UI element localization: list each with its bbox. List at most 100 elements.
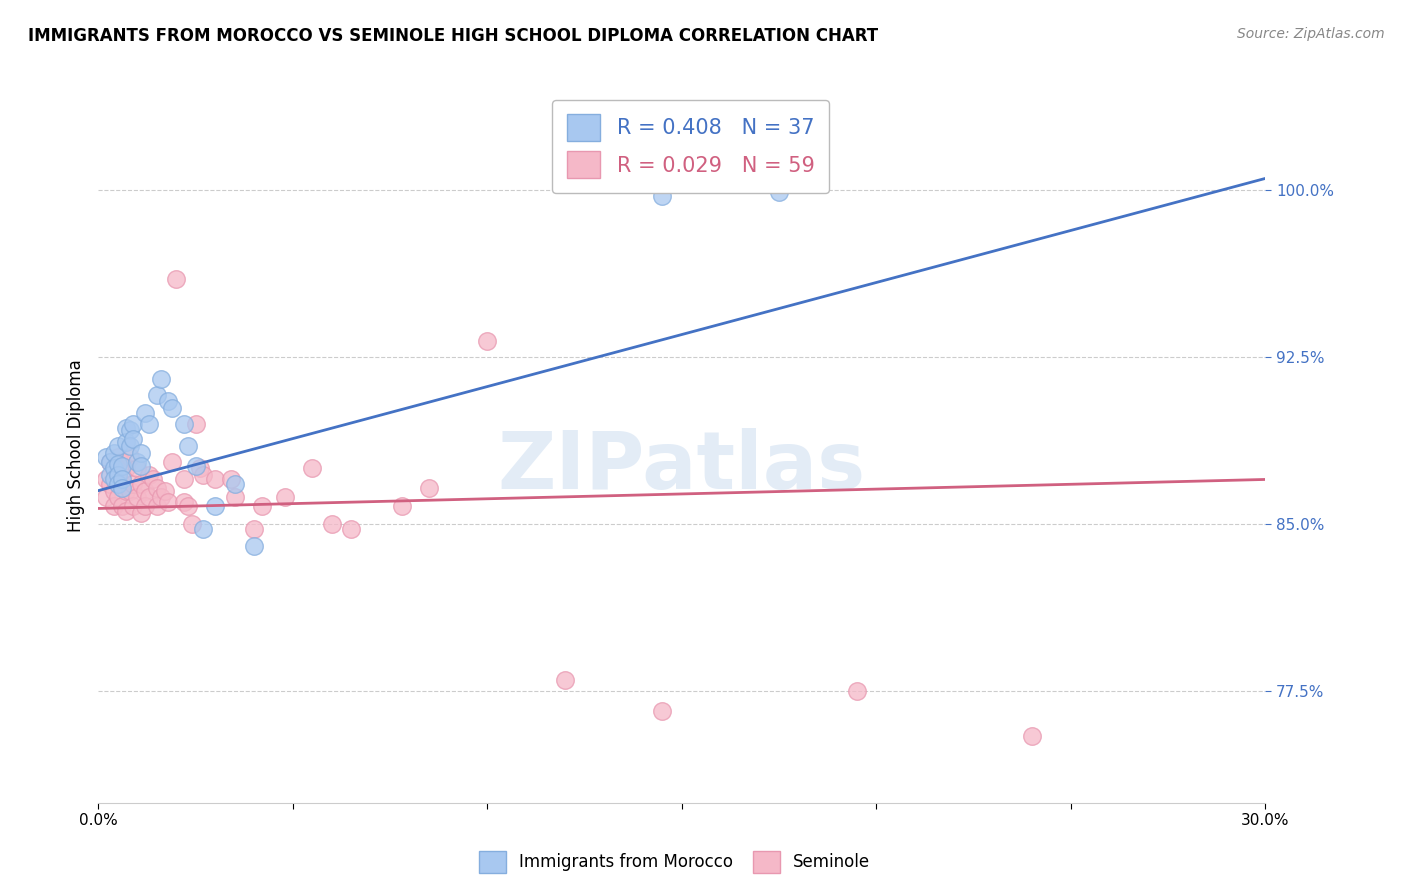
Point — [127, 490, 149, 504]
Point — [96, 450, 118, 465]
Point — [477, 334, 499, 348]
Point — [173, 494, 195, 508]
Point — [107, 477, 129, 491]
Point — [111, 473, 134, 487]
Point — [118, 439, 141, 453]
Point — [1021, 729, 1043, 743]
Point — [651, 705, 673, 719]
Point — [103, 483, 125, 498]
Point — [184, 458, 207, 473]
Point — [96, 473, 118, 487]
Point — [107, 467, 129, 482]
Point — [149, 372, 172, 386]
Point — [114, 483, 136, 498]
Point — [129, 506, 152, 520]
Point — [118, 450, 141, 465]
Point — [768, 185, 790, 199]
Point — [111, 458, 134, 473]
Point — [193, 467, 215, 482]
Point — [114, 421, 136, 435]
Point — [138, 490, 160, 504]
Point — [114, 503, 136, 517]
Point — [127, 454, 149, 468]
Point — [103, 461, 125, 475]
Point — [340, 521, 363, 535]
Point — [177, 439, 200, 453]
Point — [111, 482, 134, 496]
Point — [173, 417, 195, 431]
Text: Source: ZipAtlas.com: Source: ZipAtlas.com — [1237, 27, 1385, 41]
Point — [301, 461, 323, 475]
Point — [103, 500, 125, 514]
Point — [114, 434, 136, 449]
Point — [111, 477, 134, 491]
Point — [157, 494, 180, 508]
Point — [122, 500, 145, 514]
Point — [103, 446, 125, 460]
Point — [173, 473, 195, 487]
Point — [204, 473, 226, 487]
Text: ZIPatlas: ZIPatlas — [498, 428, 866, 507]
Point — [138, 467, 160, 482]
Point — [846, 684, 869, 698]
Point — [554, 673, 576, 688]
Point — [418, 482, 440, 496]
Point — [98, 454, 121, 468]
Text: IMMIGRANTS FROM MOROCCO VS SEMINOLE HIGH SCHOOL DIPLOMA CORRELATION CHART: IMMIGRANTS FROM MOROCCO VS SEMINOLE HIGH… — [28, 27, 879, 45]
Legend: R = 0.408   N = 37, R = 0.029   N = 59: R = 0.408 N = 37, R = 0.029 N = 59 — [553, 100, 830, 193]
Point — [243, 540, 266, 554]
Point — [165, 272, 187, 286]
Point — [96, 490, 118, 504]
Point — [219, 473, 242, 487]
Point — [188, 461, 211, 475]
Point — [129, 446, 152, 460]
Point — [98, 467, 121, 482]
Point — [129, 458, 152, 473]
Point — [149, 490, 172, 504]
Point — [162, 401, 184, 415]
Point — [134, 405, 156, 419]
Point — [134, 483, 156, 498]
Legend: Immigrants from Morocco, Seminole: Immigrants from Morocco, Seminole — [472, 845, 877, 880]
Point — [177, 500, 200, 514]
Y-axis label: High School Diploma: High School Diploma — [66, 359, 84, 533]
Point — [157, 394, 180, 409]
Point — [129, 477, 152, 491]
Point — [224, 477, 246, 491]
Point — [142, 473, 165, 487]
Point — [122, 432, 145, 446]
Point — [204, 500, 226, 514]
Point — [107, 467, 129, 482]
Point — [138, 417, 160, 431]
Point — [146, 387, 169, 401]
Point — [122, 417, 145, 431]
Point — [107, 439, 129, 453]
Point — [180, 517, 202, 532]
Point — [224, 490, 246, 504]
Point — [118, 423, 141, 437]
Point — [146, 482, 169, 496]
Point — [184, 417, 207, 431]
Point — [127, 461, 149, 475]
Point — [250, 500, 273, 514]
Point — [146, 500, 169, 514]
Point — [153, 483, 176, 498]
Point — [111, 454, 134, 468]
Point — [118, 483, 141, 498]
Point — [107, 450, 129, 465]
Point — [103, 473, 125, 487]
Point — [162, 454, 184, 468]
Point — [134, 500, 156, 514]
Point — [107, 490, 129, 504]
Point — [391, 500, 413, 514]
Point — [111, 500, 134, 514]
Point — [114, 461, 136, 475]
Point — [98, 454, 121, 468]
Point — [103, 461, 125, 475]
Point — [651, 189, 673, 203]
Point — [243, 521, 266, 535]
Point — [193, 521, 215, 535]
Point — [122, 477, 145, 491]
Point — [98, 477, 121, 491]
Point — [274, 490, 297, 504]
